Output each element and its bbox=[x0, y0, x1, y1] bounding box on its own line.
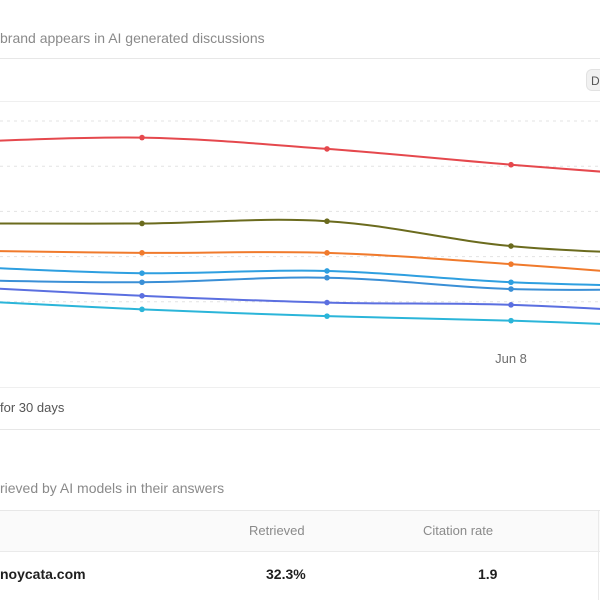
series-3-point-1[interactable] bbox=[139, 270, 145, 276]
chart-footer-text: for 30 days bbox=[0, 400, 65, 415]
header-retrieved[interactable]: Retrieved bbox=[249, 523, 305, 538]
table-column-divider bbox=[598, 511, 599, 600]
series-0-point-1[interactable] bbox=[139, 134, 145, 141]
series-5-point-1[interactable] bbox=[139, 293, 145, 299]
series-line-0[interactable] bbox=[0, 136, 600, 178]
series-line-1[interactable] bbox=[0, 218, 600, 255]
chart-toolbar: D bbox=[0, 59, 600, 102]
series-5-point-2[interactable] bbox=[324, 299, 330, 306]
series-3-point-2[interactable] bbox=[324, 268, 330, 274]
header-citation-rate[interactable]: Citation rate bbox=[423, 523, 494, 538]
series-5-point-3[interactable] bbox=[508, 302, 514, 308]
series-6-point-2[interactable] bbox=[324, 313, 330, 319]
series-6-point-3[interactable] bbox=[508, 317, 514, 324]
series-2-point-3[interactable] bbox=[508, 261, 514, 267]
series-0-point-3[interactable] bbox=[508, 161, 514, 168]
series-1-point-1[interactable] bbox=[139, 220, 145, 227]
table-row[interactable]: noycata.com 32.3% 1.9 bbox=[0, 552, 600, 600]
sources-table: Retrieved Citation rate noycata.com 32.3… bbox=[0, 510, 600, 600]
row-citation-rate: 1.9 bbox=[478, 566, 498, 582]
series-1-point-3[interactable] bbox=[508, 243, 514, 249]
row-domain[interactable]: noycata.com bbox=[0, 566, 86, 582]
x-tick-label: Jun 8 bbox=[495, 351, 527, 366]
row-retrieved: 32.3% bbox=[266, 566, 306, 582]
series-1-point-2[interactable] bbox=[324, 218, 330, 225]
series-2-point-2[interactable] bbox=[324, 250, 330, 256]
series-0-point-2[interactable] bbox=[324, 146, 330, 152]
sources-subtitle: rieved by AI models in their answers bbox=[0, 480, 225, 496]
visibility-subtitle: brand appears in AI generated discussion… bbox=[0, 30, 265, 46]
series-6-point-1[interactable] bbox=[139, 306, 145, 313]
series-4-point-2[interactable] bbox=[324, 274, 330, 281]
chart-footer: for 30 days bbox=[0, 387, 600, 428]
visibility-line-chart: Jun 8 bbox=[0, 120, 600, 366]
visibility-chart-card: D Jun 8 for 30 days bbox=[0, 58, 600, 430]
series-4-point-1[interactable] bbox=[139, 279, 145, 286]
series-3-point-3[interactable] bbox=[508, 279, 514, 286]
sources-table-header: Retrieved Citation rate bbox=[0, 511, 600, 552]
date-range-button[interactable]: D bbox=[586, 69, 600, 91]
series-2-point-1[interactable] bbox=[139, 250, 145, 256]
series-4-point-3[interactable] bbox=[508, 286, 514, 292]
